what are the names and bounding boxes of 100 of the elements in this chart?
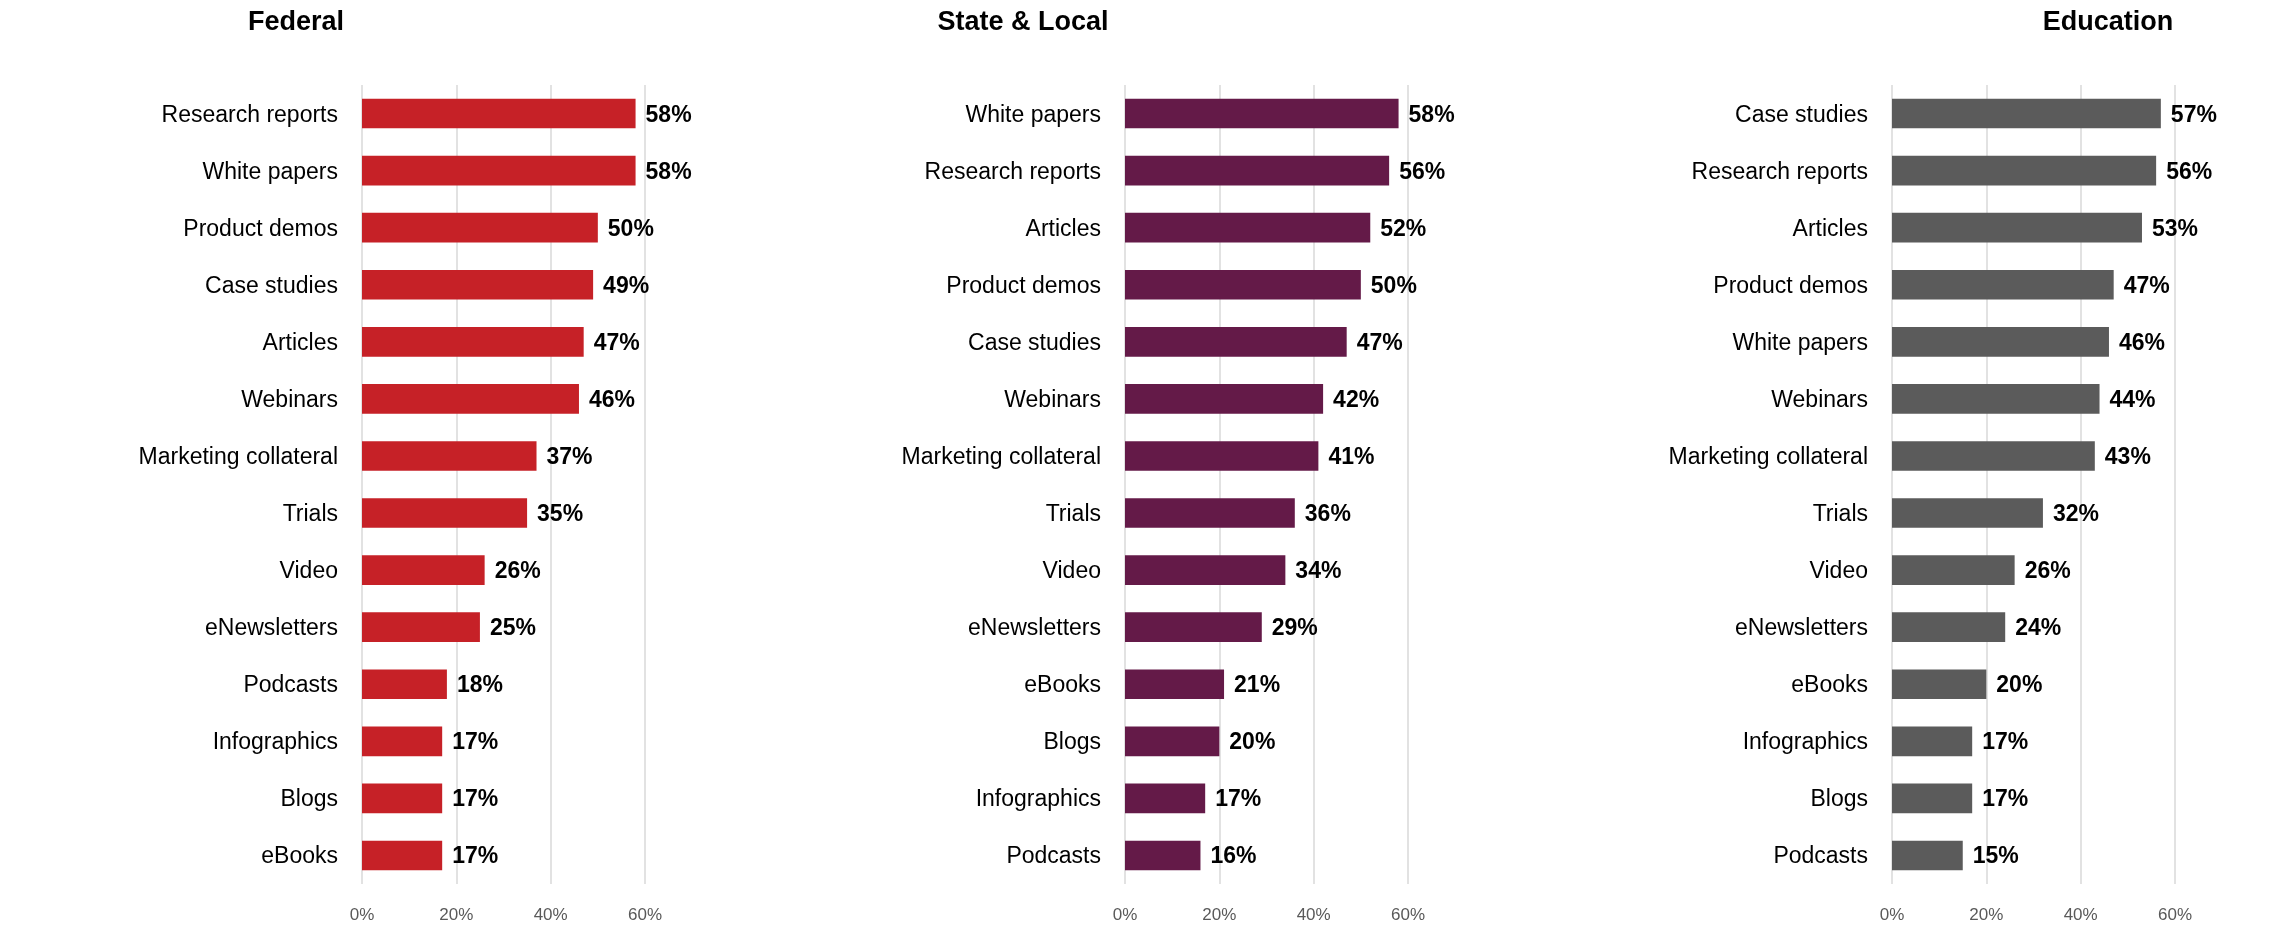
- data-label: 41%: [1328, 442, 1375, 469]
- y-tick-label: Marketing collateral: [1668, 442, 1868, 469]
- y-tick-label: eNewsletters: [1735, 614, 1868, 641]
- y-tick-label: Product demos: [183, 214, 338, 241]
- y-tick-label: White papers: [202, 157, 338, 184]
- y-tick-label: Infographics: [975, 785, 1101, 812]
- chart-title: State & Local: [937, 5, 1109, 36]
- data-label: 26%: [494, 557, 541, 584]
- bar: [1125, 326, 1347, 357]
- bar: [1125, 726, 1220, 757]
- y-tick-label: Webinars: [1004, 385, 1101, 412]
- x-tick-label: 40%: [533, 905, 568, 924]
- data-label: 37%: [546, 442, 593, 469]
- y-tick-label: Articles: [1025, 214, 1101, 241]
- data-label: 53%: [2151, 214, 2199, 241]
- bar: [1125, 384, 1324, 414]
- data-label: 56%: [1399, 157, 1446, 184]
- bar: [1892, 269, 2114, 300]
- y-tick-label: Trials: [1045, 500, 1101, 527]
- bar: [1892, 669, 1987, 700]
- data-label: 47%: [2123, 271, 2170, 298]
- y-tick-label: White papers: [1732, 328, 1868, 355]
- x-tick-label: 40%: [2063, 905, 2098, 924]
- data-label: 36%: [1304, 500, 1351, 527]
- bar: [1125, 269, 1361, 300]
- bar: [1125, 155, 1390, 186]
- y-tick-label: Research reports: [1691, 157, 1868, 184]
- y-tick-label: Research reports: [924, 157, 1101, 184]
- x-tick-label: 0%: [1879, 905, 1905, 924]
- data-label: 16%: [1210, 842, 1257, 869]
- bar: [362, 498, 528, 528]
- bar: [1125, 669, 1225, 700]
- bar: [1892, 840, 1963, 871]
- data-label: 44%: [2109, 385, 2156, 412]
- data-label: 18%: [456, 671, 503, 698]
- data-label: 58%: [645, 100, 692, 127]
- x-tick-label: 60%: [2157, 905, 2193, 924]
- bar: [1125, 441, 1319, 471]
- x-tick-label: 20%: [1202, 905, 1237, 924]
- data-label: 32%: [2052, 500, 2099, 527]
- bar: [1892, 155, 2157, 186]
- data-label: 25%: [489, 614, 536, 641]
- bar: [362, 726, 443, 757]
- y-tick-label: White papers: [965, 100, 1101, 127]
- bar: [1892, 326, 2109, 357]
- bar: [362, 269, 594, 300]
- y-tick-label: Trials: [282, 500, 338, 527]
- data-label: 35%: [537, 500, 584, 527]
- data-label: 47%: [1356, 328, 1403, 355]
- data-label: 43%: [2104, 442, 2151, 469]
- y-tick-label: Case studies: [1735, 100, 1868, 127]
- data-label: 15%: [1972, 842, 2019, 869]
- data-label: 58%: [1408, 100, 1455, 127]
- y-tick-label: Marketing collateral: [138, 442, 338, 469]
- bar: [1892, 98, 2161, 129]
- data-label: 20%: [1996, 671, 2043, 698]
- bar: [362, 555, 485, 585]
- y-tick-label: Research reports: [161, 100, 338, 127]
- bar: [362, 155, 636, 186]
- bar: [1125, 212, 1371, 243]
- y-tick-label: Case studies: [205, 271, 338, 298]
- bar: [1892, 783, 1973, 814]
- chart-title: Federal: [247, 5, 345, 36]
- bar: [1125, 783, 1206, 814]
- y-tick-label: Video: [1809, 557, 1868, 584]
- y-tick-label: Podcasts: [243, 671, 338, 698]
- y-tick-label: eBooks: [1791, 671, 1868, 698]
- data-label: 17%: [452, 842, 499, 869]
- y-tick-label: Webinars: [1771, 385, 1868, 412]
- y-tick-label: Blogs: [1810, 785, 1868, 812]
- data-label: 47%: [593, 328, 640, 355]
- data-label: 17%: [452, 785, 499, 812]
- data-label: 46%: [2118, 328, 2166, 355]
- y-tick-label: Product demos: [1713, 271, 1868, 298]
- y-tick-label: Podcasts: [1006, 842, 1101, 869]
- data-label: 49%: [603, 271, 650, 298]
- bar: [362, 840, 443, 871]
- chart-title: Education: [2042, 5, 2174, 36]
- bar: [1125, 612, 1262, 643]
- bar: [362, 612, 480, 643]
- data-label: 58%: [645, 157, 692, 184]
- bar: [1125, 498, 1295, 528]
- bar: [1125, 840, 1201, 871]
- data-label: 50%: [1370, 271, 1417, 298]
- bar: [362, 326, 584, 357]
- data-label: 52%: [1380, 214, 1427, 241]
- bar: [1125, 555, 1286, 585]
- y-tick-label: eNewsletters: [968, 614, 1101, 641]
- bar: [1125, 98, 1399, 129]
- y-tick-label: Infographics: [212, 728, 338, 755]
- x-tick-label: 60%: [1390, 905, 1426, 924]
- data-label: 42%: [1333, 385, 1380, 412]
- x-tick-label: 60%: [627, 905, 663, 924]
- x-tick-label: 20%: [1969, 905, 2004, 924]
- data-label: 20%: [1229, 728, 1276, 755]
- bar: [362, 212, 598, 243]
- data-label: 17%: [1215, 785, 1262, 812]
- bar: [362, 669, 447, 700]
- data-label: 57%: [2170, 100, 2217, 127]
- y-tick-label: Trials: [1812, 500, 1868, 527]
